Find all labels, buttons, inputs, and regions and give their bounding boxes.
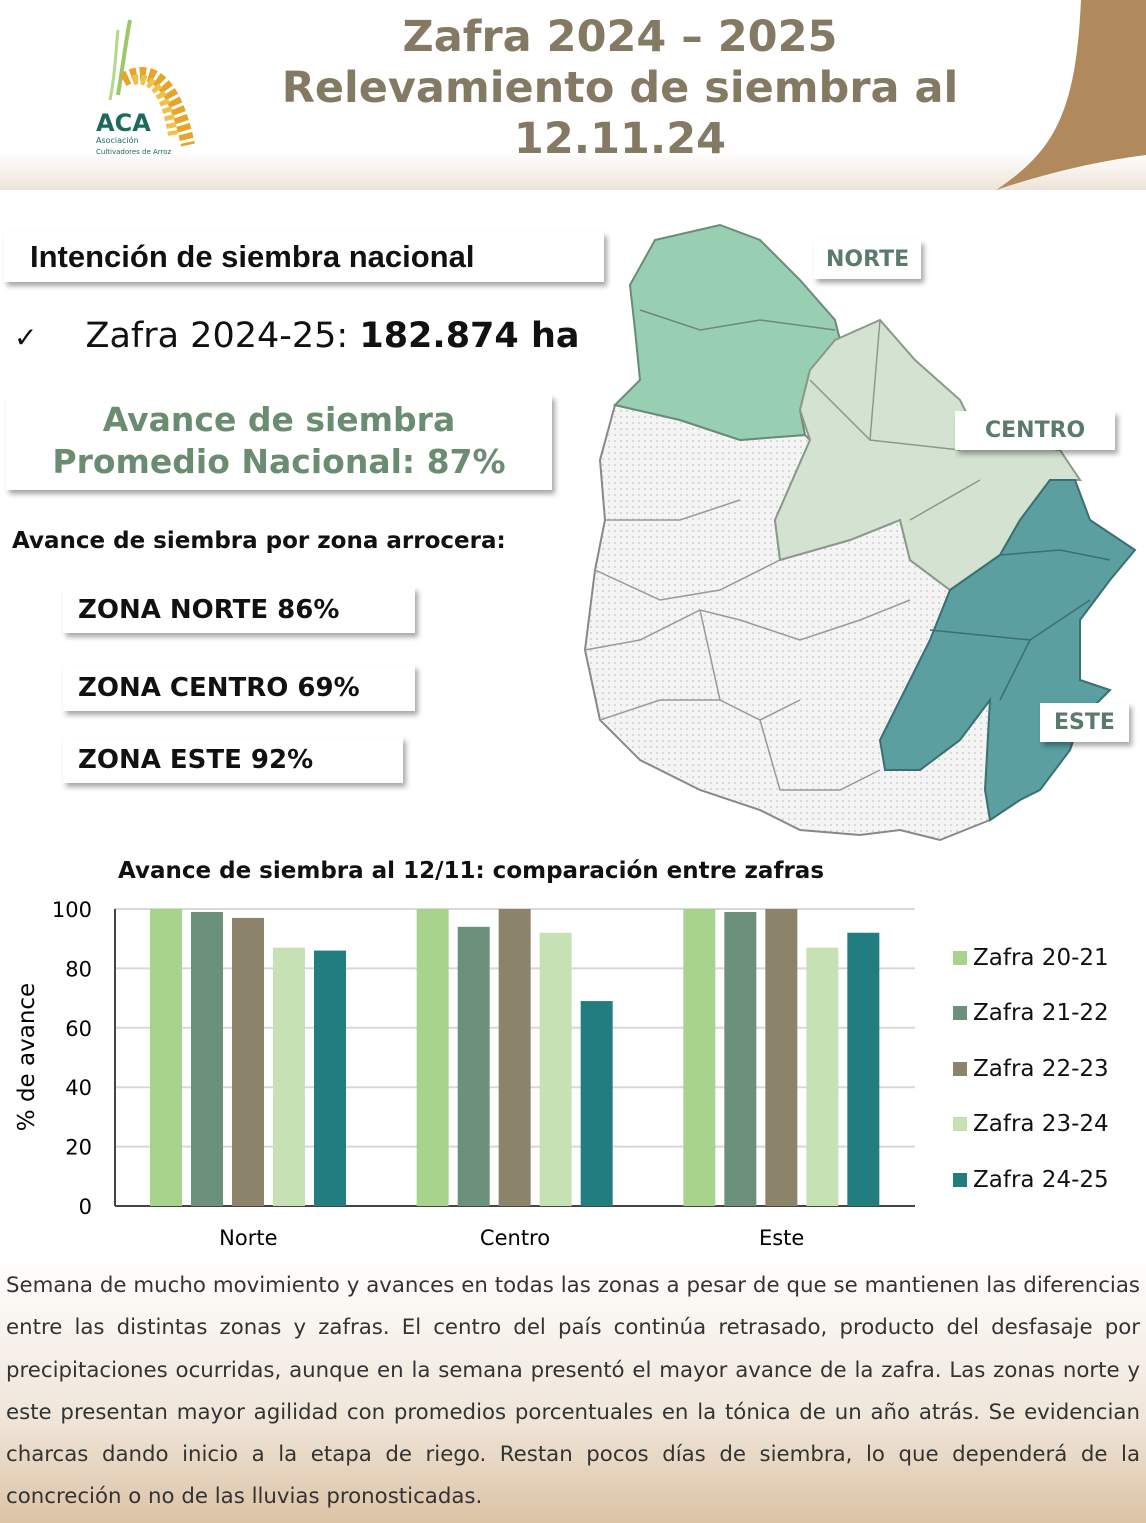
- national-progress-box: Avance de siembra Promedio Nacional: 87%: [6, 395, 552, 490]
- legend-swatch: [953, 950, 967, 965]
- intencion-heading: Intención de siembra nacional: [4, 232, 604, 282]
- legend-item: Zafra 20-21: [953, 930, 1109, 986]
- aca-logo: ACA Asociación Cultivadores de Arroz: [88, 15, 208, 160]
- legend-item: Zafra 24-25: [953, 1152, 1109, 1208]
- zone-centro: ZONA CENTRO 69%: [63, 665, 415, 711]
- legend-item: Zafra 21-22: [953, 986, 1109, 1042]
- bar-norte-zafra-23-24: [273, 947, 305, 1206]
- legend-label: Zafra 24-25: [973, 1166, 1109, 1193]
- y-tick-label: 80: [65, 957, 92, 981]
- legend-swatch: [953, 1061, 967, 1076]
- bar-centro-zafra-23-24: [539, 932, 572, 1206]
- zone-norte: ZONA NORTE 86%: [63, 587, 415, 633]
- x-tick-label: Centro: [480, 1226, 550, 1250]
- page-title: Zafra 2024 – 2025 Relevamiento de siembr…: [240, 12, 1000, 165]
- bar-este-zafra-24-25: [847, 932, 880, 1206]
- legend-swatch: [953, 1117, 967, 1132]
- x-tick-label: Norte: [219, 1226, 277, 1250]
- bar-centro-zafra-22-23: [498, 909, 531, 1206]
- bar-norte-zafra-24-25: [314, 950, 346, 1206]
- chart-title: Avance de siembra al 12/11: comparación …: [118, 858, 825, 884]
- title-line: Relevamiento de siembra al: [281, 63, 959, 113]
- y-tick-label: 0: [79, 1195, 92, 1219]
- y-axis-label: % de avance: [14, 983, 40, 1131]
- y-tick-label: 40: [65, 1076, 92, 1100]
- decorative-swoosh: [996, 0, 1146, 190]
- legend-swatch: [953, 1006, 967, 1021]
- bar-centro-zafra-24-25: [580, 1001, 613, 1206]
- map-label-norte: NORTE: [814, 240, 922, 279]
- y-tick-label: 20: [65, 1136, 92, 1160]
- zone-este: ZONA ESTE 92%: [63, 737, 403, 783]
- bar-centro-zafra-20-21: [416, 909, 449, 1206]
- bar-norte-zafra-22-23: [232, 917, 264, 1206]
- y-tick-label: 60: [65, 1017, 92, 1041]
- bar-este-zafra-23-24: [806, 947, 839, 1206]
- bar-este-zafra-20-21: [683, 909, 716, 1206]
- map-region-norte: [613, 223, 842, 442]
- bar-chart: 0 20 40 60 80 100 Norte Centro Este % de avance: [14, 898, 915, 1250]
- zafra-value: 182.874 ha: [359, 316, 580, 356]
- legend-item: Zafra 22-23: [953, 1041, 1109, 1097]
- progress-line: Avance de siembra: [102, 400, 456, 439]
- zafra-total: ✓ Zafra 2024-25: 182.874 ha: [14, 316, 579, 356]
- header: ACA Asociación Cultivadores de Arroz Zaf…: [0, 0, 1146, 190]
- uruguay-map: [583, 223, 1137, 842]
- y-tick-label: 100: [52, 898, 92, 922]
- title-line: 12.11.24: [513, 114, 727, 164]
- progress-line: Promedio Nacional: 87%: [52, 442, 506, 481]
- svg-text:Cultivadores de Arroz: Cultivadores de Arroz: [96, 148, 172, 156]
- map-label-este: ESTE: [1040, 703, 1129, 742]
- bar-este-zafra-21-22: [724, 911, 757, 1206]
- chart-legend: Zafra 20-21 Zafra 21-22 Zafra 22-23 Zafra 2…: [953, 930, 1109, 1208]
- legend-label: Zafra 23-24: [973, 1111, 1109, 1138]
- map-label-centro: CENTRO: [955, 411, 1116, 450]
- legend-label: Zafra 21-22: [973, 1000, 1109, 1027]
- bar-este-zafra-22-23: [765, 909, 798, 1206]
- legend-label: Zafra 22-23: [973, 1055, 1109, 1082]
- bar-norte-zafra-20-21: [150, 909, 182, 1206]
- svg-text:ACA: ACA: [96, 109, 151, 137]
- legend-label: Zafra 20-21: [973, 944, 1109, 971]
- title-line: Zafra 2024 – 2025: [402, 12, 838, 62]
- legend-swatch: [953, 1172, 967, 1187]
- check-icon: ✓: [14, 321, 38, 354]
- legend-item: Zafra 23-24: [953, 1097, 1109, 1153]
- bar-norte-zafra-21-22: [191, 911, 223, 1206]
- zafra-label: Zafra 2024-25:: [85, 316, 360, 356]
- bar-centro-zafra-21-22: [457, 926, 490, 1206]
- svg-text:Asociación: Asociación: [96, 135, 139, 145]
- commentary-paragraph: Semana de mucho movimiento y avances en …: [0, 1255, 1146, 1523]
- zones-heading: Avance de siembra por zona arrocera:: [12, 528, 506, 554]
- x-tick-label: Este: [759, 1226, 804, 1250]
